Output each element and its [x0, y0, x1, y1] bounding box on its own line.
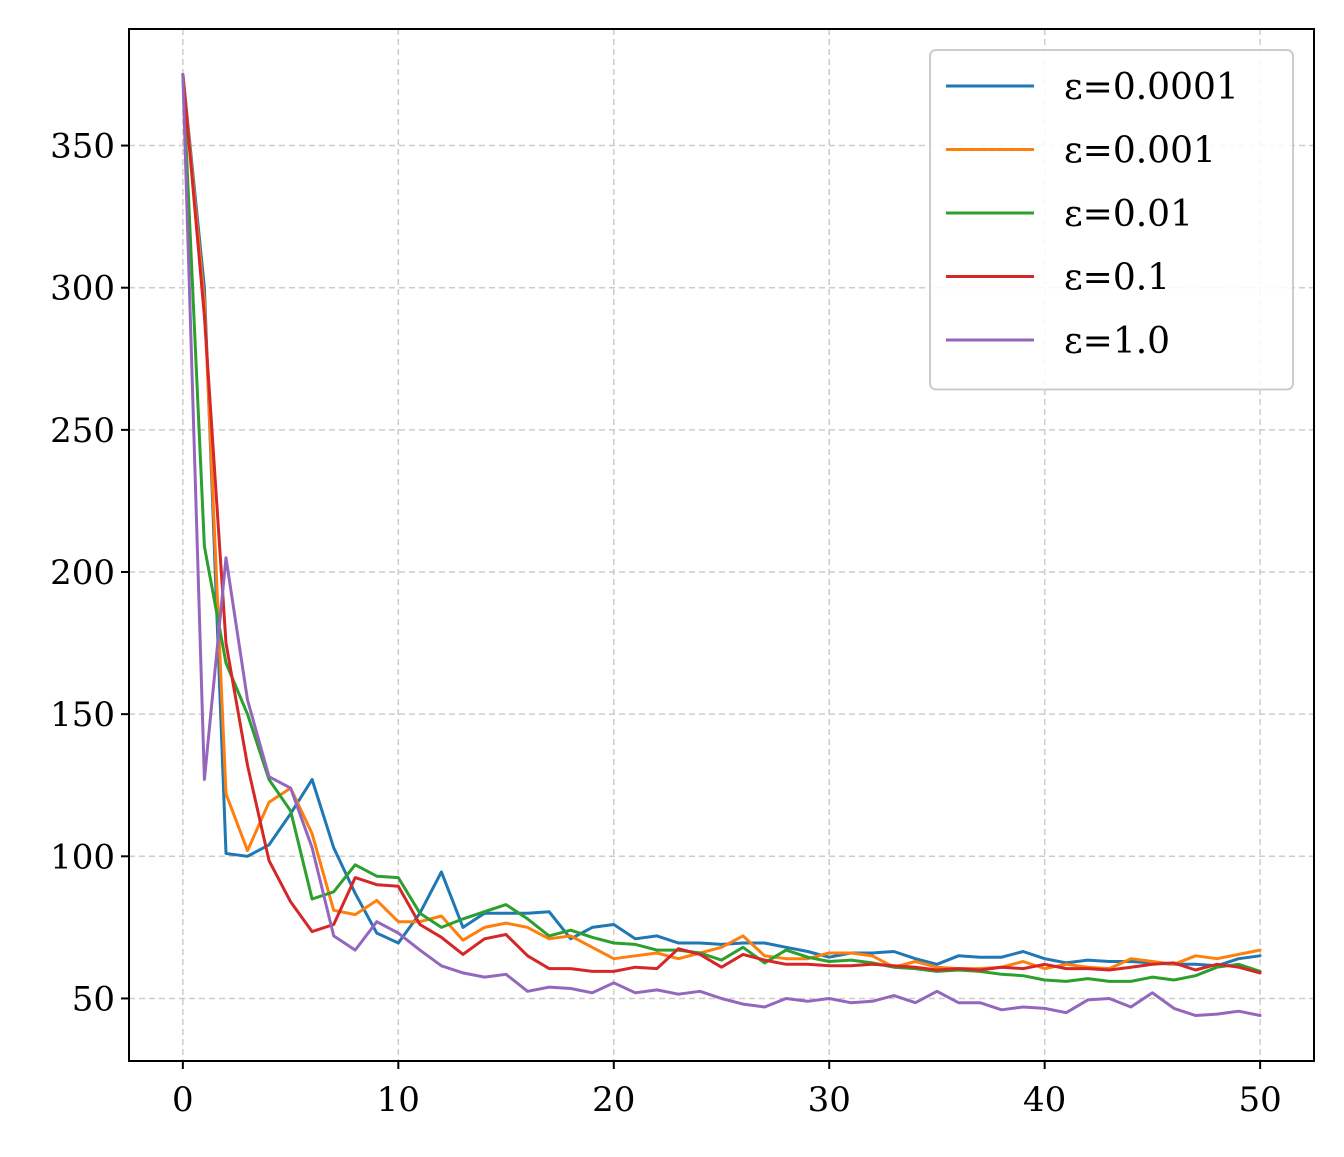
legend-label: ε=0.001 [1064, 131, 1216, 172]
x-tick-label: 0 [172, 1080, 194, 1120]
y-tick-label: 350 [50, 127, 115, 167]
series-lines [181, 73, 1262, 1017]
y-tick-label: 100 [50, 837, 115, 877]
series-line [181, 73, 1262, 971]
legend-label: ε=0.1 [1064, 258, 1170, 299]
legend-label: ε=0.0001 [1064, 67, 1239, 108]
legend: ε=0.0001 ε=0.001 ε=0.01 ε=0.1 ε=1.0 [929, 49, 1294, 391]
series-line [181, 73, 1262, 1017]
y-tick-label: 300 [50, 269, 115, 309]
y-tick-label: 200 [50, 553, 115, 593]
y-tick-label: 250 [50, 411, 115, 451]
y-tick-label: 50 [72, 979, 115, 1019]
series-line [181, 73, 1262, 975]
axis-ticks: 0 10 20 30 40 50 50 100 150 200 250 300 350 [50, 127, 1282, 1120]
legend-box [929, 49, 1294, 391]
x-tick-label: 30 [808, 1080, 851, 1120]
series-line [181, 73, 1262, 983]
x-tick-label: 40 [1023, 1080, 1066, 1120]
legend-label: ε=0.01 [1064, 194, 1193, 235]
legend-label: ε=1.0 [1064, 321, 1170, 362]
x-tick-label: 50 [1239, 1080, 1282, 1120]
series-line [181, 73, 1262, 968]
plot-frame [128, 28, 1315, 1062]
y-tick-label: 150 [50, 695, 115, 735]
x-tick-label: 20 [592, 1080, 635, 1120]
x-tick-label: 10 [377, 1080, 420, 1120]
